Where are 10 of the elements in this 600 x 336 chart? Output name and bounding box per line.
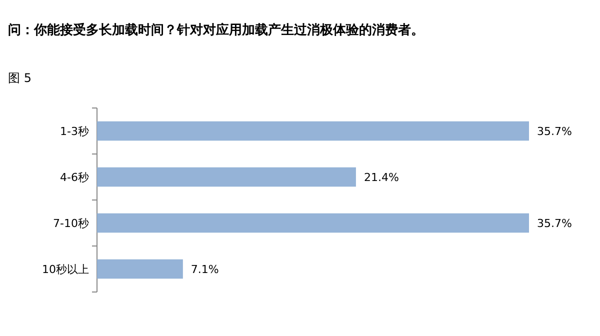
data-label: 35.7% [537, 217, 572, 230]
data-label: 35.7% [537, 125, 572, 138]
data-label: 7.1% [190, 263, 219, 276]
y-tick-label: 10秒以上 [42, 263, 89, 276]
chart-title: 问：你能接受多长加载时间？针对对应用加载产生过消极体验的消费者。 [8, 22, 424, 38]
y-tick-label: 7-10秒 [53, 217, 89, 230]
data-label: 21.4% [364, 171, 399, 184]
y-tick-label: 1-3秒 [60, 125, 89, 138]
chart-subtitle: 图 5 [8, 71, 32, 85]
y-tick-label: 4-6秒 [60, 171, 89, 184]
